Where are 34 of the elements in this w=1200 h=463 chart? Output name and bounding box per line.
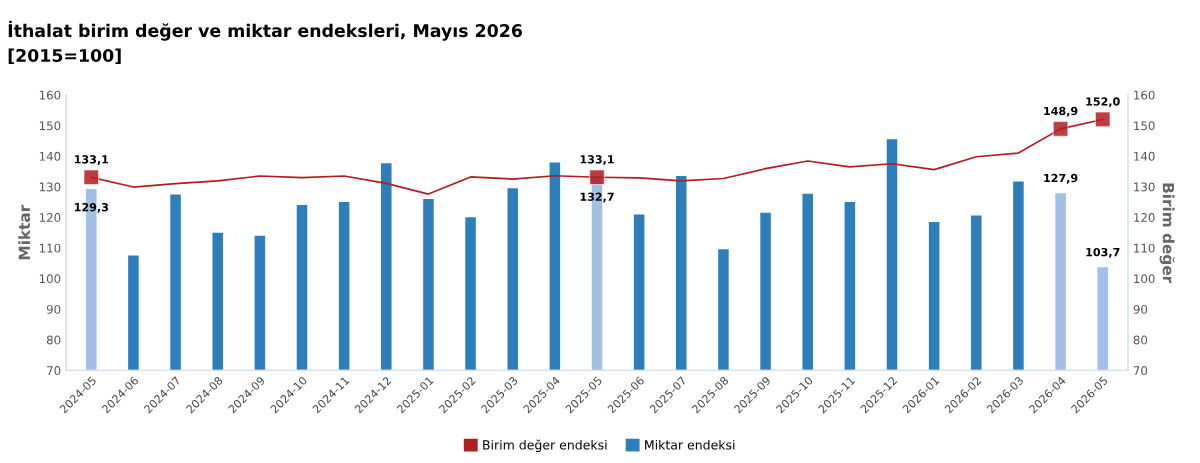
y-tick-label: 130 [39, 182, 61, 192]
y-tick-label: 150 [39, 121, 61, 131]
y2-tick-label: 120 [1134, 213, 1155, 223]
chart-subtitle: [2015=100] [8, 48, 121, 65]
y-tick-label: 90 [46, 304, 61, 314]
y-tick-label: 80 [46, 335, 61, 345]
y-tick-label: 70 [47, 366, 61, 376]
y2-tick-label: 150 [1134, 121, 1155, 131]
legend-label: Miktar endeksi [645, 439, 735, 450]
y-tick-label: 160 [39, 90, 61, 100]
data-label: 103,7 [1086, 247, 1120, 258]
data-label: 133,1 [580, 155, 614, 165]
y2-tick-label: 70 [1133, 366, 1148, 376]
chart-title: İthalat birim değer ve miktar endeksleri, Mayıs 2026 [8, 20, 522, 41]
y-tick-label: 140 [39, 151, 61, 161]
y2-tick-label: 100 [1134, 274, 1155, 284]
y2-tick-label: 160 [1134, 90, 1155, 100]
y2-tick-label: 140 [1134, 151, 1155, 161]
data-label: 127,9 [1044, 173, 1078, 184]
y-axis-title: Miktar [18, 204, 31, 260]
y2-tick-label: 80 [1133, 335, 1148, 345]
data-label: 132,7 [580, 192, 614, 203]
y-tick-label: 100 [39, 274, 61, 284]
data-label: 148,9 [1044, 106, 1078, 117]
y-tick-label: 120 [39, 213, 61, 223]
y2-tick-label: 90 [1133, 304, 1148, 314]
legend-label: Birim değer endeksi [483, 439, 607, 452]
y2-axis-title: Birim değer [1159, 183, 1175, 284]
data-label: 129,3 [74, 202, 108, 213]
y2-tick-label: 110 [1134, 243, 1155, 253]
data-label: 152,0 [1086, 97, 1120, 108]
y2-tick-label: 130 [1134, 182, 1155, 192]
y-tick-label: 110 [39, 243, 61, 253]
data-label: 133,1 [74, 155, 109, 165]
